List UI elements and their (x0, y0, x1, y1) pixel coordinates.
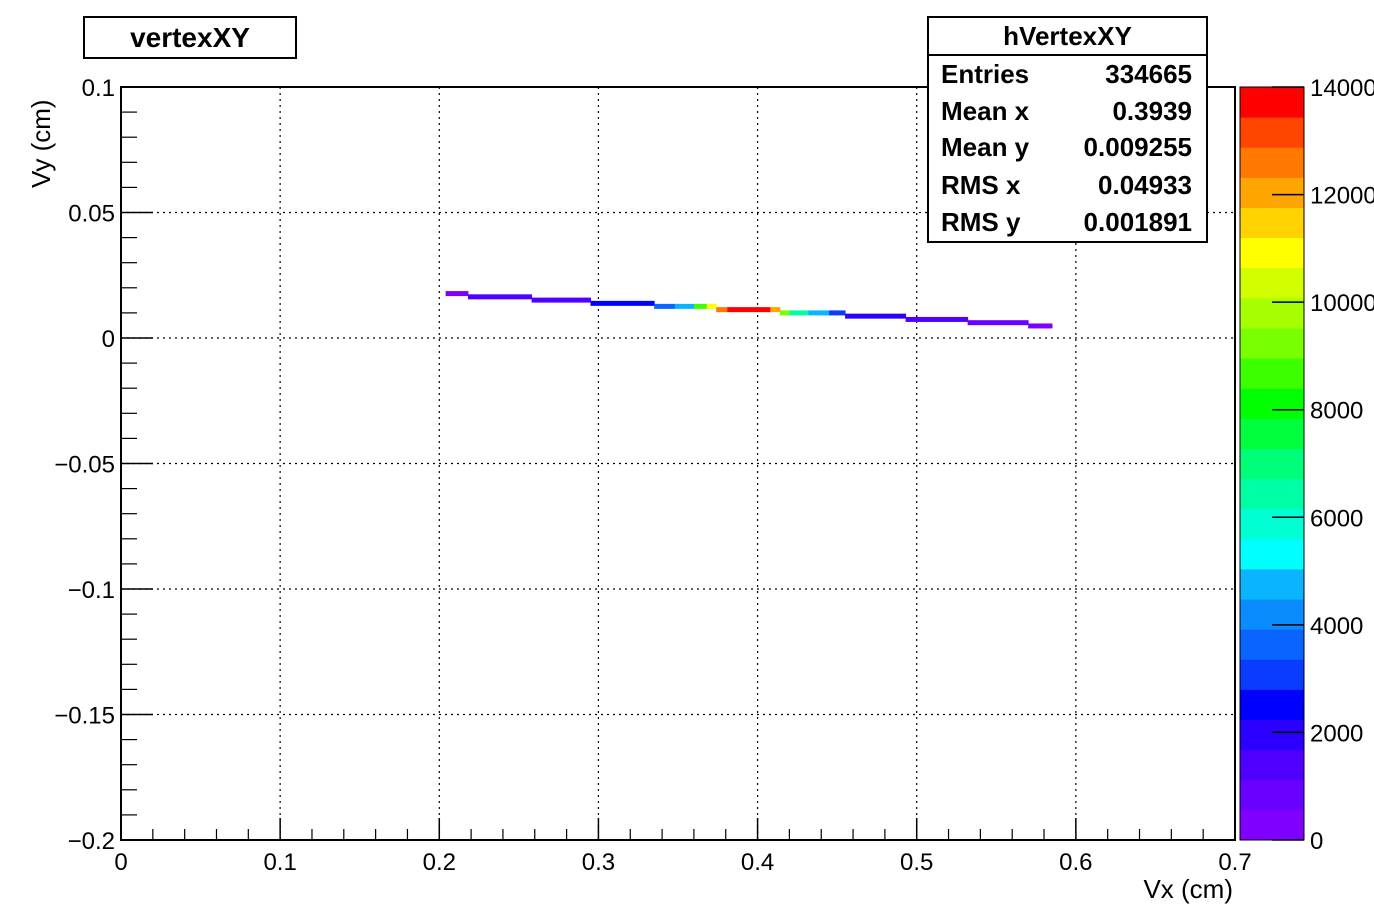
palette-swatch (1240, 659, 1304, 690)
palette-swatch (1240, 87, 1304, 118)
stats-label: Mean y (941, 131, 1030, 162)
palette-swatch (1240, 779, 1304, 811)
palette-swatch (1240, 719, 1304, 751)
stats-label: RMS x (941, 169, 1021, 200)
palette-swatch (1240, 327, 1304, 359)
palette-swatch (1240, 689, 1304, 721)
histogram-cell (789, 310, 809, 316)
z-tick-label: 12000 (1310, 183, 1374, 210)
histogram-cell (531, 297, 591, 303)
color-palette (1240, 87, 1304, 841)
palette-swatch (1240, 358, 1304, 389)
axis-ticks (120, 86, 1236, 841)
palette-tick-labels: 0 2000 4000 6000 8000 10000 12000 14000 (1310, 75, 1374, 855)
histogram-cell (716, 307, 728, 313)
histogram-cell (467, 294, 533, 300)
z-tick-label: 6000 (1310, 505, 1363, 532)
palette-swatch (1240, 297, 1304, 329)
histogram-cell (674, 303, 695, 309)
palette-swatch (1240, 749, 1304, 781)
histogram-cell (905, 316, 969, 322)
stats-label: Entries (941, 58, 1030, 89)
histogram-cell (967, 320, 1029, 326)
palette-swatch (1240, 388, 1304, 419)
y-tick-label: −0.15 (54, 703, 115, 730)
x-axis-label: Vx (cm) (1143, 874, 1233, 904)
z-tick-label: 10000 (1310, 290, 1374, 317)
histogram-cell (829, 310, 846, 316)
y-tick-label: 0.05 (68, 201, 115, 228)
z-tick-label: 2000 (1310, 720, 1363, 747)
palette-ticks (1272, 86, 1304, 841)
stats-label: Mean x (941, 95, 1030, 126)
x-tick-label: 0.7 (1218, 849, 1251, 876)
palette-swatch (1240, 629, 1304, 660)
stats-row-mean-y: Mean y 0.009255 (941, 129, 1192, 165)
histogram-cell (779, 310, 790, 316)
y-tick-labels: −0.2 −0.15 −0.1 −0.05 0 0.05 0.1 (54, 75, 115, 855)
x-tick-label: 0.1 (263, 849, 296, 876)
y-tick-label: 0.1 (82, 75, 115, 102)
plot-title: vertexXY (83, 16, 297, 59)
histogram-cell (1028, 323, 1053, 329)
palette-swatch (1240, 267, 1304, 299)
stats-value: 334665 (1105, 58, 1192, 89)
x-tick-label: 0.4 (741, 849, 774, 876)
palette-swatch (1240, 117, 1304, 148)
x-tick-label: 0.2 (423, 849, 456, 876)
palette-swatch (1240, 508, 1304, 540)
y-axis-label: Vy (cm) (26, 99, 56, 188)
palette-swatch (1240, 237, 1304, 269)
z-tick-label: 14000 (1310, 75, 1374, 102)
stats-label: RMS y (941, 206, 1021, 237)
x-tick-label: 0.6 (1059, 849, 1092, 876)
z-tick-label: 4000 (1310, 613, 1363, 640)
stats-box: hVertexXY Entries 334665 Mean x 0.3939 M… (927, 16, 1208, 243)
palette-swatch (1240, 809, 1304, 841)
stats-value: 0.001891 (1083, 206, 1192, 237)
histogram-cell (808, 310, 830, 316)
x-tick-labels: 0 0.1 0.2 0.3 0.4 0.5 0.6 0.7 (114, 849, 1251, 876)
palette-swatch (1240, 207, 1304, 239)
palette-swatch (1240, 538, 1304, 570)
histogram-cells (445, 291, 1053, 329)
histogram-cell (445, 291, 469, 297)
stats-row-mean-x: Mean x 0.3939 (941, 93, 1192, 129)
histogram-cell (590, 300, 655, 306)
z-tick-label: 0 (1310, 828, 1323, 855)
palette-swatch (1240, 177, 1304, 208)
stats-value: 0.009255 (1083, 131, 1192, 162)
histogram-cell (654, 303, 676, 309)
palette-swatch (1240, 568, 1304, 600)
stats-row-entries: Entries 334665 (941, 56, 1192, 92)
stats-title: hVertexXY (929, 18, 1206, 56)
histogram-cell (706, 303, 717, 309)
plot-title-text: vertexXY (130, 21, 250, 53)
x-tick-label: 0.5 (900, 849, 933, 876)
palette-swatch (1240, 478, 1304, 510)
palette-swatch (1240, 448, 1304, 480)
y-tick-label: −0.2 (68, 828, 115, 855)
y-tick-label: −0.1 (68, 577, 115, 604)
x-tick-label: 0 (114, 849, 127, 876)
y-tick-label: 0 (102, 326, 115, 353)
x-tick-label: 0.3 (582, 849, 615, 876)
stats-row-rms-y: RMS y 0.001891 (941, 204, 1192, 240)
stats-row-rms-x: RMS x 0.04933 (941, 167, 1192, 203)
z-tick-label: 8000 (1310, 398, 1363, 425)
palette-swatch (1240, 418, 1304, 449)
y-tick-label: −0.05 (54, 452, 115, 479)
histogram-cell (770, 307, 781, 313)
histogram-cell (693, 303, 708, 309)
stats-value: 0.3939 (1112, 95, 1192, 126)
stats-value: 0.04933 (1098, 169, 1192, 200)
histogram-cell (845, 313, 907, 319)
palette-swatch (1240, 147, 1304, 178)
histogram-cell (727, 307, 771, 313)
